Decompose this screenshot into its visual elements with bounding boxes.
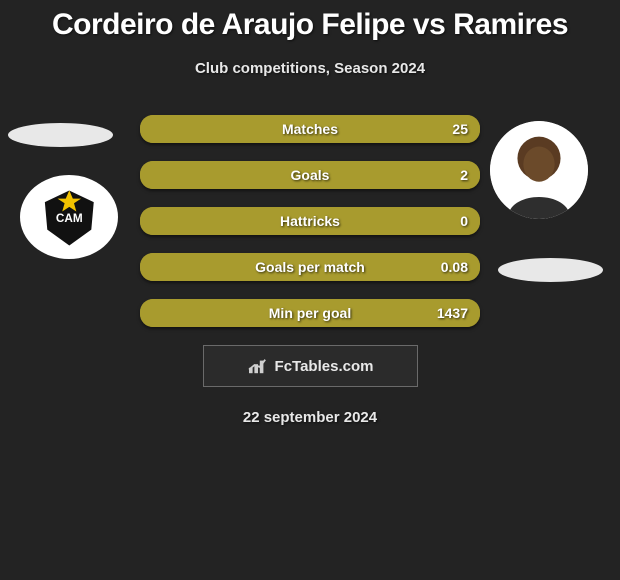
stat-value-right: 0.08	[441, 259, 468, 275]
stat-label: Goals	[140, 167, 480, 183]
brand-box[interactable]: FcTables.com	[203, 345, 418, 387]
svg-text:CAM: CAM	[56, 212, 83, 225]
stat-row: Min per goal1437	[140, 299, 480, 327]
brand-label: FcTables.com	[275, 358, 374, 375]
stat-row: Matches25	[140, 115, 480, 143]
stat-row: Hattricks0	[140, 207, 480, 235]
stat-row: Goals2	[140, 161, 480, 189]
stat-label: Min per goal	[140, 305, 480, 321]
page-title: Cordeiro de Araujo Felipe vs Ramires	[0, 0, 620, 42]
player-right-avatar	[490, 121, 588, 219]
player-right-shadow	[498, 258, 603, 282]
stat-value-right: 25	[452, 121, 468, 137]
subtitle: Club competitions, Season 2024	[0, 60, 620, 77]
stat-label: Goals per match	[140, 259, 480, 275]
shield-icon: CAM	[35, 188, 104, 247]
date-label: 22 september 2024	[0, 409, 620, 426]
stat-label: Hattricks	[140, 213, 480, 229]
player-left-crest: CAM	[20, 175, 118, 259]
stat-row: Goals per match0.08	[140, 253, 480, 281]
stats-rows: Matches25 Goals2 Hattricks0 Goals per match…	[140, 115, 480, 327]
avatar-icon	[490, 121, 588, 219]
comparison-stage: CAM Matches25 Goals2 Hattricks0 Goals per m…	[0, 115, 620, 327]
chart-icon	[247, 357, 269, 375]
player-left-shadow	[8, 123, 113, 147]
stat-value-right: 0	[460, 213, 468, 229]
stat-label: Matches	[140, 121, 480, 137]
stat-value-right: 2	[460, 167, 468, 183]
stat-value-right: 1437	[437, 305, 468, 321]
